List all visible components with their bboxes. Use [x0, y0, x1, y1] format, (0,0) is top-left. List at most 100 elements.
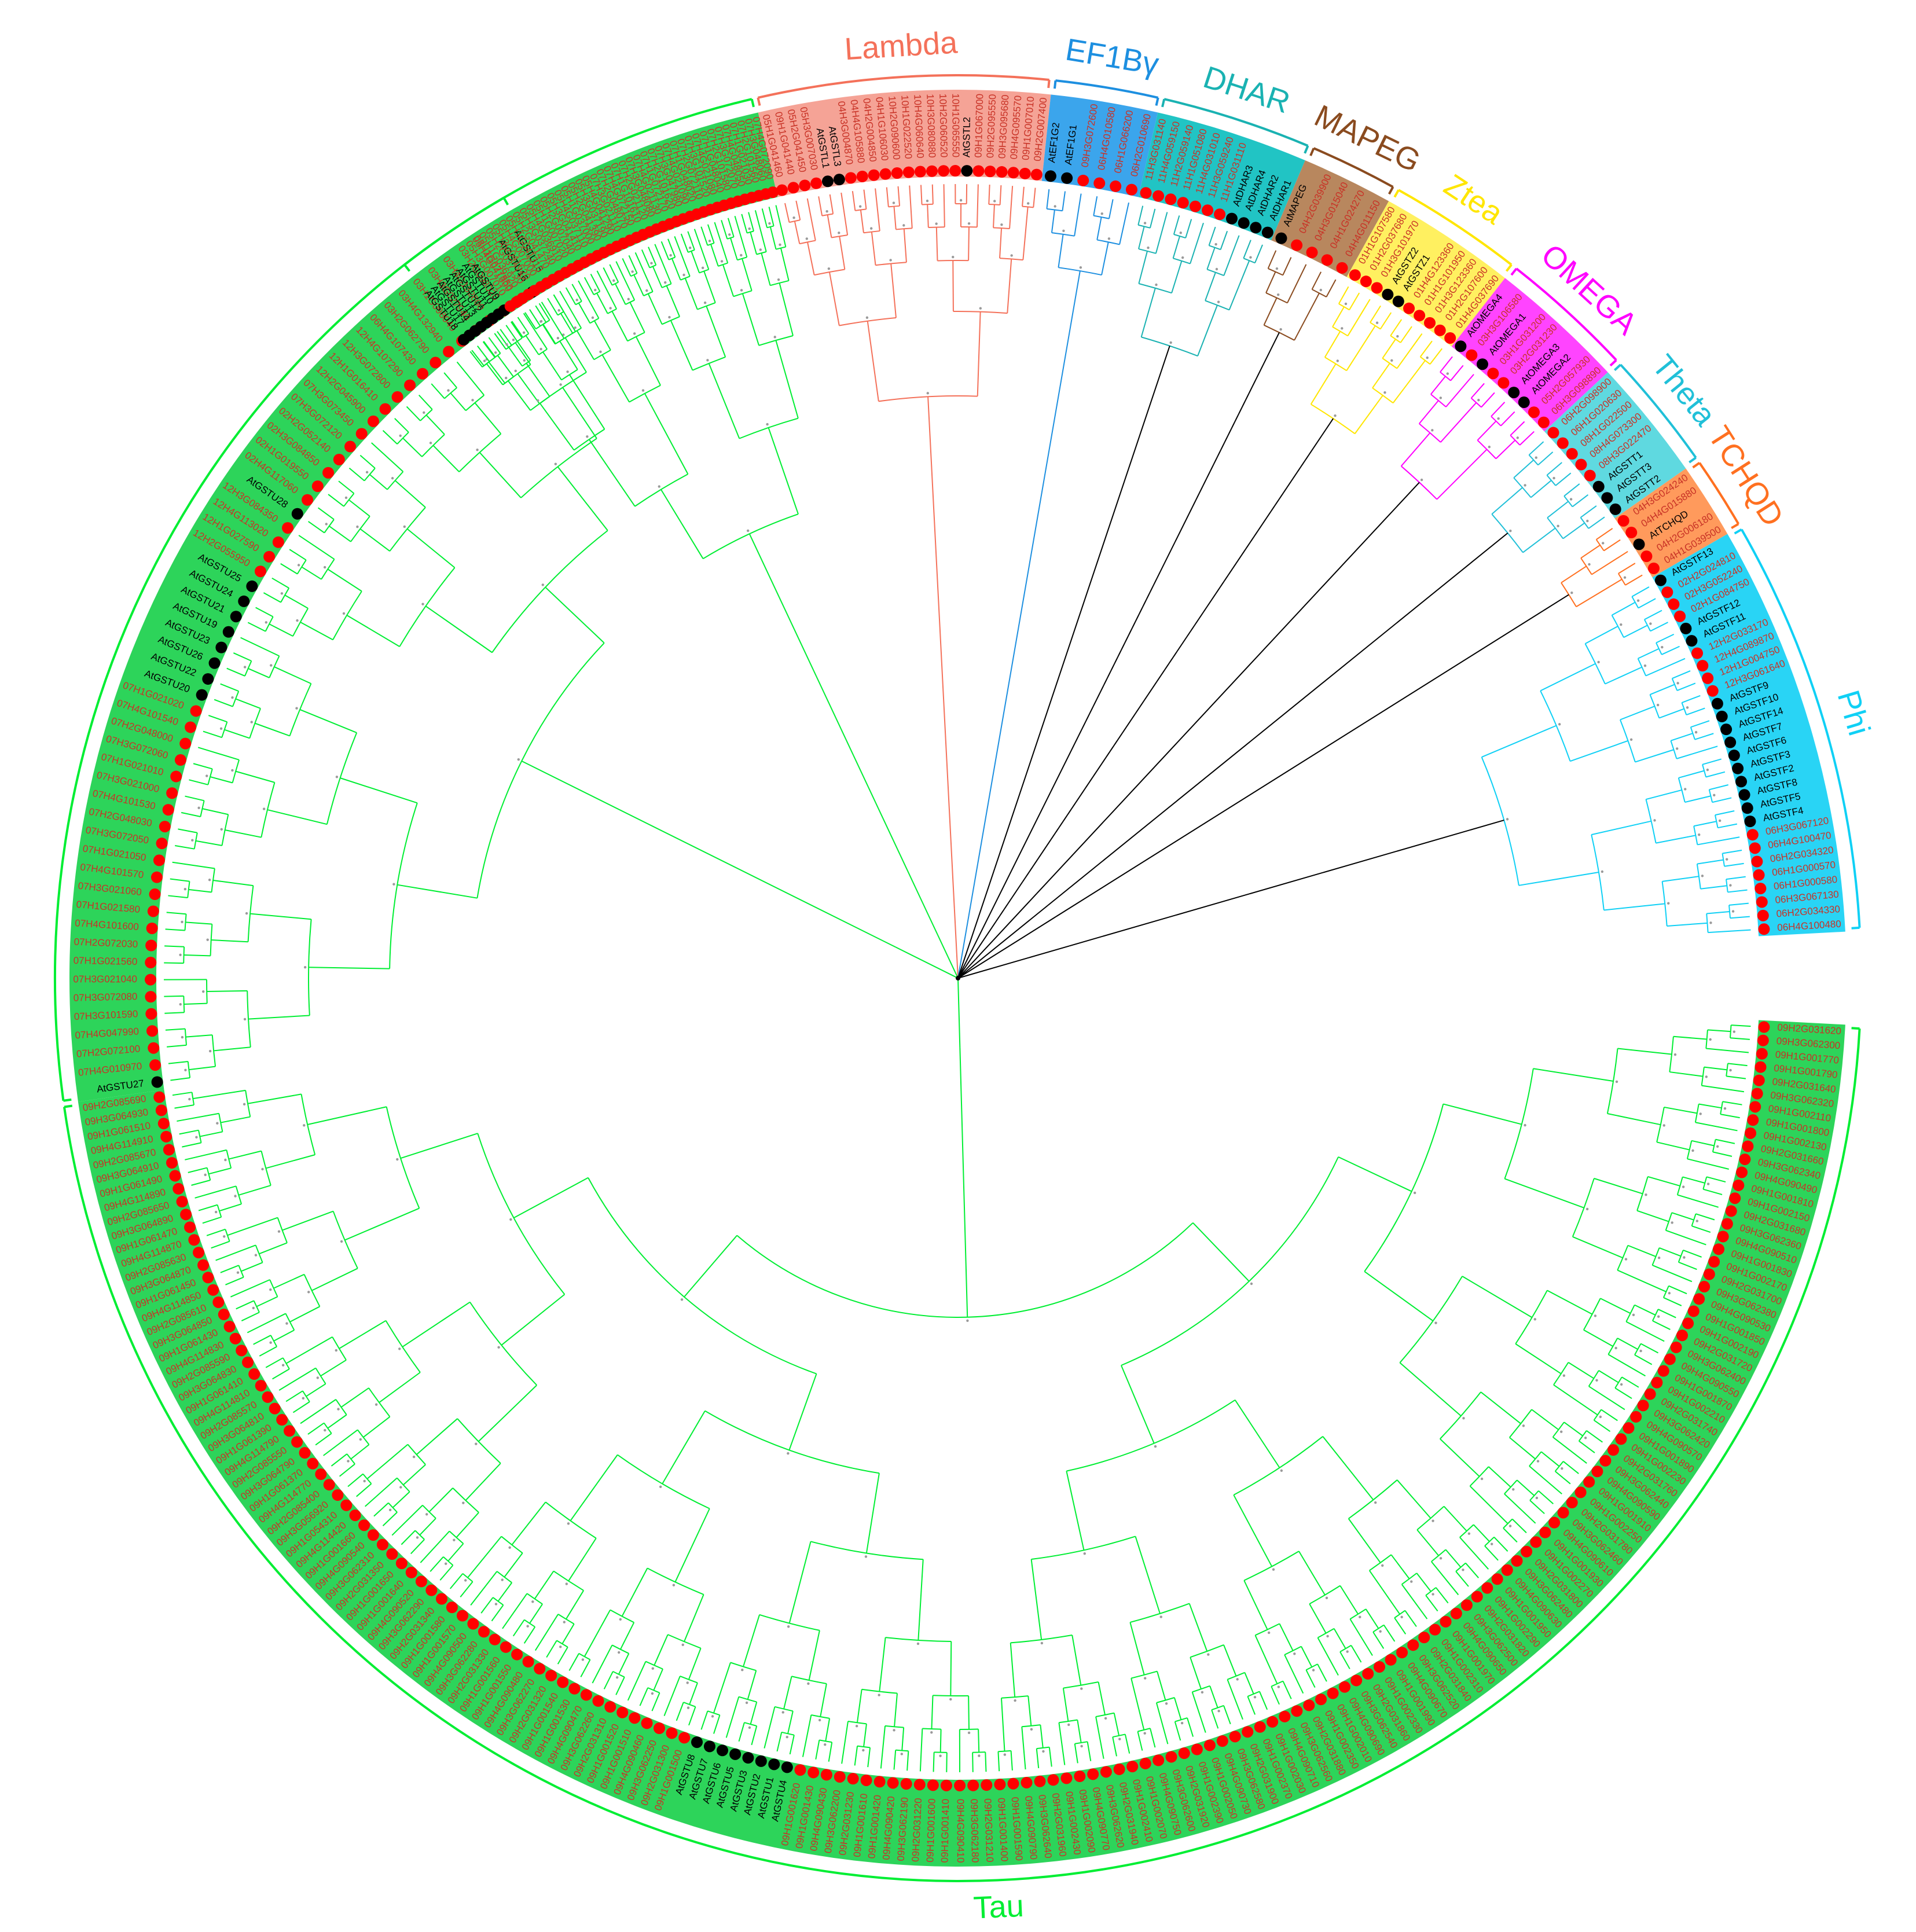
- leaf-dot: [1125, 183, 1137, 196]
- branch-arc: [627, 332, 645, 342]
- branch: [628, 255, 638, 274]
- branch: [1700, 885, 1727, 890]
- leaf-dot: [1440, 1615, 1452, 1628]
- branch: [189, 779, 208, 785]
- leaf-dot: [580, 1689, 592, 1701]
- arabidopsis-leaf-dot: [1225, 212, 1238, 225]
- leaf-dot: [147, 905, 159, 917]
- clade-bracket-theta: [1620, 363, 1697, 458]
- clade-label-ztea: Ztea: [1438, 167, 1510, 231]
- branch: [307, 1106, 387, 1126]
- branch: [1445, 1549, 1462, 1568]
- node-support: [425, 1513, 428, 1516]
- branch: [478, 1384, 537, 1442]
- node-support: [1558, 723, 1561, 726]
- leaf-dot: [787, 182, 799, 194]
- branch: [1346, 325, 1376, 371]
- branch-arc: [1382, 358, 1397, 369]
- leaf-dot: [653, 1722, 665, 1735]
- node-support: [184, 1068, 187, 1072]
- branch-arc: [1130, 1670, 1158, 1679]
- leaf-dot: [1321, 254, 1333, 266]
- node-support: [505, 343, 508, 346]
- branch: [1695, 1213, 1715, 1221]
- leaf-dot: [425, 1584, 438, 1596]
- node-support: [1293, 1652, 1296, 1655]
- leaf-dot: [1481, 1582, 1493, 1594]
- branch-arc: [1284, 1645, 1302, 1655]
- branch: [449, 1573, 464, 1589]
- branch: [196, 840, 222, 846]
- branch: [1553, 1384, 1598, 1416]
- node-support: [1723, 1107, 1727, 1110]
- leaf-dot: [1547, 427, 1559, 439]
- node-support: [664, 281, 667, 284]
- branch: [365, 1477, 398, 1507]
- branch-arc: [556, 1640, 568, 1648]
- node-support: [1657, 1315, 1660, 1318]
- node-support: [1729, 1068, 1732, 1072]
- leaf-dot: [180, 1209, 192, 1221]
- leaf-dot: [430, 357, 442, 369]
- leaf-dot: [405, 1566, 417, 1578]
- node-support: [1272, 1568, 1275, 1571]
- branch: [1572, 1236, 1623, 1259]
- branch: [500, 329, 512, 346]
- branch-arc: [1580, 517, 1590, 529]
- leaf-dot: [1753, 869, 1765, 881]
- node-support: [1694, 730, 1698, 734]
- branch: [1702, 758, 1722, 765]
- node-support: [1154, 1445, 1157, 1448]
- branch-arc: [578, 1652, 590, 1661]
- node-support: [1632, 1313, 1635, 1317]
- branch-arc: [1255, 1623, 1280, 1636]
- branch: [784, 203, 790, 223]
- branch-arc: [462, 1573, 474, 1582]
- branch-arc: [703, 513, 799, 560]
- leaf-dot: [1327, 1687, 1339, 1699]
- branch-arc: [191, 1092, 195, 1105]
- node-support: [269, 1341, 272, 1344]
- branch: [193, 763, 213, 770]
- clade-shade-omega: [1451, 278, 1608, 432]
- leaf-dot: [887, 1777, 899, 1789]
- branch-arc: [1708, 789, 1713, 803]
- branch: [420, 1530, 450, 1563]
- leaf-dot: [272, 536, 284, 548]
- branch: [362, 1416, 391, 1438]
- branch: [854, 1746, 858, 1766]
- branch: [1349, 1618, 1373, 1656]
- node-support: [1594, 1314, 1597, 1317]
- branch: [1326, 279, 1337, 297]
- node-support: [1668, 1292, 1671, 1295]
- branch: [997, 1751, 1000, 1772]
- node-support: [1716, 1145, 1719, 1148]
- branch: [517, 373, 540, 405]
- node-support: [1375, 321, 1379, 324]
- leaf-dot: [949, 165, 961, 177]
- node-support: [818, 1718, 821, 1722]
- leaf-dot: [145, 939, 157, 952]
- branch: [871, 232, 876, 266]
- leaf-dot: [1203, 1739, 1216, 1751]
- branch-arc: [1063, 1681, 1099, 1689]
- arabidopsis-leaf-dot: [833, 174, 845, 186]
- branch: [170, 878, 190, 882]
- branch: [1533, 1068, 1614, 1082]
- branch: [391, 1504, 423, 1536]
- branch: [1652, 1265, 1693, 1283]
- arabidopsis-leaf-dot: [1609, 503, 1621, 515]
- branch: [1455, 1571, 1469, 1587]
- node-support: [787, 1452, 790, 1455]
- leaf-dot: [1350, 1674, 1363, 1687]
- node-support: [363, 1479, 366, 1483]
- clade-shade-ztea: [1346, 201, 1506, 347]
- node-support: [1535, 1496, 1539, 1500]
- node-support: [686, 1681, 689, 1684]
- branch: [181, 811, 201, 817]
- branch: [1416, 1573, 1432, 1592]
- branch: [641, 249, 651, 268]
- branch: [1730, 916, 1750, 919]
- branch: [768, 427, 799, 515]
- branch-arc: [452, 1487, 479, 1513]
